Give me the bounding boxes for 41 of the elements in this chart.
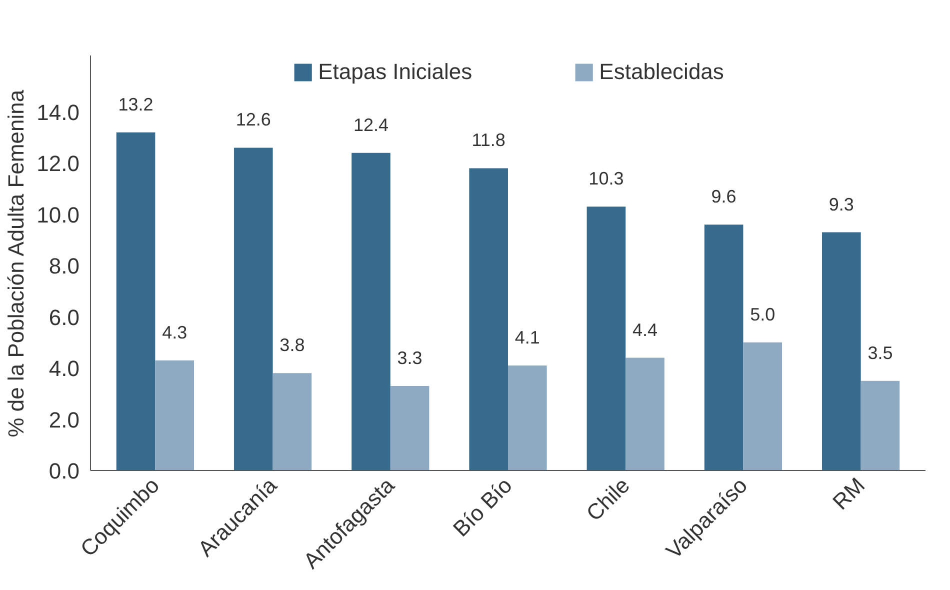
x-tick-label: Bío Bío [448, 472, 517, 542]
y-tick-label: 12.0 [36, 151, 80, 176]
bar [116, 132, 156, 470]
data-label: 5.0 [750, 304, 776, 324]
bar [469, 168, 508, 470]
bar [155, 360, 194, 470]
data-label: 12.6 [236, 110, 271, 130]
data-label: 4.4 [632, 320, 658, 340]
data-label: 3.5 [868, 342, 893, 363]
y-tick-label: 2.0 [48, 407, 80, 432]
data-label: 4.3 [162, 322, 188, 342]
data-label: 10.3 [588, 168, 624, 189]
data-label: 13.2 [118, 94, 154, 114]
y-tick-label: 6.0 [48, 304, 80, 330]
legend-label: Etapas Iniciales [318, 59, 472, 85]
y-tick-label: 4.0 [48, 356, 80, 382]
data-label: 3.3 [397, 348, 422, 368]
data-label: 11.8 [472, 130, 506, 150]
y-axis-title: % de la Población Adulta Femenina [4, 89, 29, 438]
x-tick-label: RM [828, 472, 870, 515]
y-tick-label: 0.0 [48, 458, 80, 484]
data-label: 9.3 [828, 194, 854, 214]
bar [704, 224, 744, 470]
bar [743, 342, 782, 470]
y-tick-label: 10.0 [36, 202, 80, 228]
data-label: 3.8 [280, 335, 305, 356]
bar [390, 386, 430, 470]
legend-label: Establecidas [599, 59, 724, 85]
bar [822, 232, 861, 470]
data-label: 12.4 [353, 114, 389, 135]
bar [234, 148, 273, 470]
bar [508, 365, 547, 470]
y-tick-label: 8.0 [48, 254, 80, 279]
y-tick-label: 14.0 [36, 100, 80, 125]
bar [586, 206, 626, 470]
bar [626, 358, 664, 470]
bar [272, 373, 312, 470]
bar [352, 152, 390, 470]
data-label: 4.1 [514, 327, 540, 348]
data-label: 9.6 [711, 186, 736, 207]
bar [860, 380, 900, 470]
